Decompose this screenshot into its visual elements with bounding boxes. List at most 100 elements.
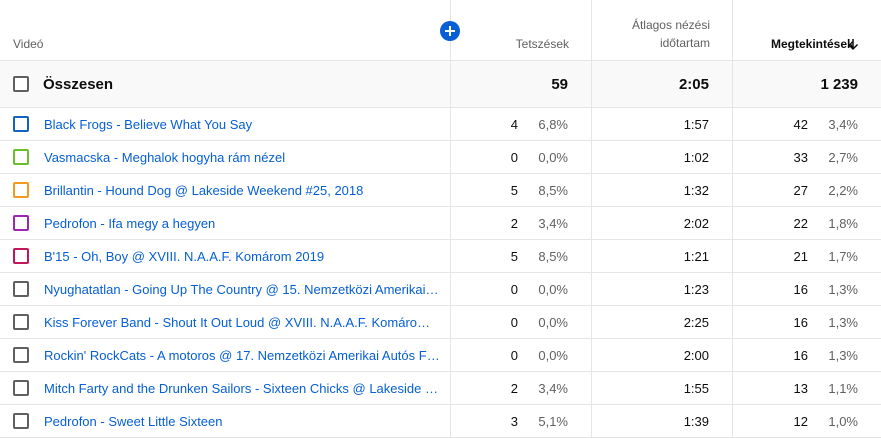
table-row: Kiss Forever Band - Shout It Out Loud @ … — [0, 306, 881, 339]
row-avg-duration-cell: 1:39 — [591, 405, 732, 437]
row-likes: 0 — [510, 149, 518, 165]
row-avg-duration: 1:23 — [683, 281, 709, 297]
video-title-link[interactable]: Mitch Farty and the Drunken Sailors - Si… — [44, 380, 440, 396]
row-avg-duration-cell: 2:00 — [591, 339, 732, 371]
row-checkbox[interactable] — [13, 248, 29, 264]
video-title-link[interactable]: Brillantin - Hound Dog @ Lakeside Weeken… — [44, 182, 364, 198]
row-likes-pct: 8,5% — [538, 182, 568, 198]
video-title-link[interactable]: Pedrofon - Ifa megy a hegyen — [44, 215, 216, 231]
row-views: 16 — [793, 347, 808, 363]
video-title-link[interactable]: Nyughatatlan - Going Up The Country @ 15… — [44, 281, 440, 297]
row-likes: 0 — [510, 281, 518, 297]
row-video-cell: Nyughatatlan - Going Up The Country @ 15… — [0, 273, 450, 305]
table-row: Vasmacska - Meghalok hogyha rám nézel 0 … — [0, 141, 881, 174]
row-views-pct: 2,2% — [828, 182, 858, 198]
video-title-link[interactable]: B'15 - Oh, Boy @ XVIII. N.A.A.F. Komárom… — [44, 248, 325, 264]
row-views-cell: 42 3,4% — [732, 108, 881, 140]
row-checkbox[interactable] — [13, 347, 29, 363]
row-likes-pct: 0,0% — [538, 149, 568, 165]
total-views: 1 239 — [732, 61, 881, 107]
row-likes-cell: 3 5,1% — [450, 405, 591, 437]
arrow-down-icon[interactable] — [847, 38, 859, 51]
row-views-pct: 1,3% — [828, 314, 858, 330]
header-likes[interactable]: Tetszések — [450, 0, 591, 60]
row-avg-duration: 2:00 — [683, 347, 709, 363]
row-likes-pct: 3,4% — [538, 215, 568, 231]
row-avg-duration-cell: 1:32 — [591, 174, 732, 206]
row-views-pct: 1,3% — [828, 347, 858, 363]
row-video-cell: Pedrofon - Sweet Little Sixteen — [0, 405, 450, 437]
row-avg-duration-cell: 2:25 — [591, 306, 732, 338]
row-likes: 2 — [510, 215, 518, 231]
row-views-cell: 22 1,8% — [732, 207, 881, 239]
row-video-cell: Vasmacska - Meghalok hogyha rám nézel — [0, 141, 450, 173]
row-views-pct: 1,8% — [828, 215, 858, 231]
row-views-cell: 27 2,2% — [732, 174, 881, 206]
video-title-link[interactable]: Vasmacska - Meghalok hogyha rám nézel — [44, 149, 286, 165]
table-header: Videó Tetszések Átlagos nézési időtartam… — [0, 0, 881, 61]
row-avg-duration: 2:25 — [683, 314, 709, 330]
row-views: 27 — [793, 182, 808, 198]
row-likes: 5 — [510, 182, 518, 198]
row-avg-duration: 1:57 — [683, 116, 709, 132]
table-row: Pedrofon - Sweet Little Sixteen 3 5,1% 1… — [0, 405, 881, 438]
total-row: Összesen 59 2:05 1 239 — [0, 61, 881, 108]
row-views-cell: 12 1,0% — [732, 405, 881, 437]
row-likes-pct: 0,0% — [538, 314, 568, 330]
row-video-cell: Brillantin - Hound Dog @ Lakeside Weeken… — [0, 174, 450, 206]
row-likes-cell: 0 0,0% — [450, 141, 591, 173]
row-checkbox[interactable] — [13, 413, 29, 429]
add-metric-button[interactable] — [440, 21, 460, 41]
row-checkbox[interactable] — [13, 314, 29, 330]
row-views: 21 — [793, 248, 808, 264]
video-title-link[interactable]: Kiss Forever Band - Shout It Out Loud @ … — [44, 314, 440, 330]
row-checkbox[interactable] — [13, 281, 29, 297]
total-video-cell: Összesen — [0, 61, 450, 107]
table-row: Rockin' RockCats - A motoros @ 17. Nemze… — [0, 339, 881, 372]
row-likes: 3 — [510, 413, 518, 429]
row-views-cell: 13 1,1% — [732, 372, 881, 404]
row-likes-pct: 0,0% — [538, 281, 568, 297]
row-views-cell: 16 1,3% — [732, 306, 881, 338]
row-views: 12 — [793, 413, 808, 429]
row-views-pct: 1,1% — [828, 380, 858, 396]
row-checkbox[interactable] — [13, 215, 29, 231]
row-views-cell: 21 1,7% — [732, 240, 881, 272]
row-likes-cell: 0 0,0% — [450, 339, 591, 371]
row-likes: 0 — [510, 347, 518, 363]
row-checkbox[interactable] — [13, 116, 29, 132]
row-checkbox[interactable] — [13, 182, 29, 198]
video-title-link[interactable]: Rockin' RockCats - A motoros @ 17. Nemze… — [44, 347, 440, 363]
row-views: 16 — [793, 281, 808, 297]
table-row: Mitch Farty and the Drunken Sailors - Si… — [0, 372, 881, 405]
table-row: Brillantin - Hound Dog @ Lakeside Weeken… — [0, 174, 881, 207]
header-video-label: Videó — [13, 37, 44, 51]
video-title-link[interactable]: Black Frogs - Believe What You Say — [44, 116, 253, 132]
video-title-link[interactable]: Pedrofon - Sweet Little Sixteen — [44, 413, 223, 429]
row-likes-cell: 4 6,8% — [450, 108, 591, 140]
header-views-label: Megtekintések — [771, 37, 854, 51]
row-video-cell: Kiss Forever Band - Shout It Out Loud @ … — [0, 306, 450, 338]
row-likes-cell: 5 8,5% — [450, 240, 591, 272]
row-avg-duration: 1:32 — [683, 182, 709, 198]
header-avg-duration-label: Átlagos nézési időtartam — [631, 18, 710, 50]
plus-icon — [445, 26, 455, 36]
row-likes-cell: 0 0,0% — [450, 306, 591, 338]
table-row: Pedrofon - Ifa megy a hegyen 2 3,4% 2:02… — [0, 207, 881, 240]
row-video-cell: Pedrofon - Ifa megy a hegyen — [0, 207, 450, 239]
table-row: Nyughatatlan - Going Up The Country @ 15… — [0, 273, 881, 306]
row-views-pct: 1,3% — [828, 281, 858, 297]
row-likes-pct: 6,8% — [538, 116, 568, 132]
row-checkbox[interactable] — [13, 380, 29, 396]
row-likes-cell: 0 0,0% — [450, 273, 591, 305]
header-avg-duration[interactable]: Átlagos nézési időtartam — [591, 0, 732, 60]
header-views-group: Megtekintések — [771, 36, 859, 52]
row-avg-duration: 1:02 — [683, 149, 709, 165]
row-avg-duration-cell: 2:02 — [591, 207, 732, 239]
total-checkbox[interactable] — [13, 76, 29, 92]
row-likes: 0 — [510, 314, 518, 330]
header-views[interactable]: Megtekintések — [732, 0, 881, 60]
row-checkbox[interactable] — [13, 149, 29, 165]
total-likes: 59 — [450, 61, 591, 107]
